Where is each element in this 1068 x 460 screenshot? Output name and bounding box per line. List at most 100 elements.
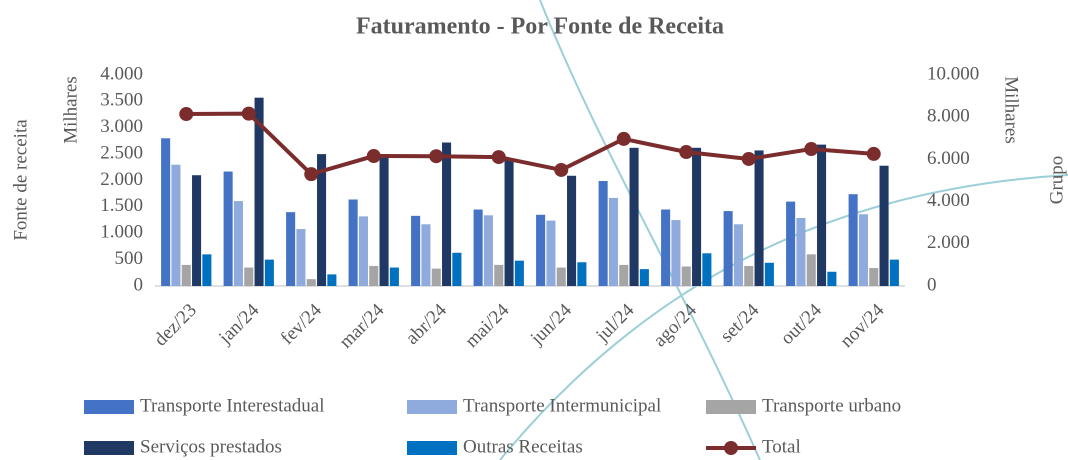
y-tick-label: 3.000 <box>100 116 143 137</box>
x-tick-label: dez/23 <box>150 300 201 351</box>
bar <box>442 142 452 286</box>
x-tick-label: nov/24 <box>836 299 889 352</box>
line-marker <box>866 146 881 161</box>
bar <box>556 267 566 286</box>
line-marker <box>679 145 694 160</box>
line-marker <box>429 149 444 164</box>
y2-axis-unit: Milhares <box>1001 76 1022 144</box>
legend-swatch <box>84 441 134 455</box>
bar <box>744 265 754 286</box>
y2-axis-label: Grupo <box>1046 156 1067 205</box>
legend-label: Serviços prestados <box>140 436 282 457</box>
y-tick-label: 0 <box>134 274 144 295</box>
bar <box>671 220 681 286</box>
y2-tick-label: 4.000 <box>927 190 970 211</box>
bar <box>494 264 504 286</box>
bar <box>306 279 316 286</box>
bar <box>702 253 712 286</box>
line-marker <box>741 151 756 166</box>
bar <box>192 175 202 286</box>
bar <box>233 201 243 286</box>
bar <box>254 97 264 287</box>
bar <box>723 211 733 286</box>
y-tick-label: 3.500 <box>100 90 143 111</box>
legend-label: Transporte Intermunicipal <box>463 395 661 416</box>
y2-tick-label: 0 <box>927 274 937 295</box>
bar <box>786 201 796 286</box>
bar <box>889 259 899 286</box>
decor-curve <box>499 174 1068 460</box>
bar <box>577 262 587 286</box>
bar <box>796 217 806 286</box>
bar <box>411 215 421 286</box>
bar <box>806 254 816 286</box>
bar <box>317 154 327 286</box>
bar <box>546 220 556 286</box>
bar <box>431 268 441 286</box>
x-tick-label: abr/24 <box>402 299 452 349</box>
x-tick-label: mai/24 <box>461 299 514 352</box>
bar <box>681 266 691 286</box>
bar <box>369 265 379 286</box>
bar <box>661 209 671 286</box>
bar <box>817 144 827 286</box>
line-marker <box>491 150 506 165</box>
bar <box>452 252 462 286</box>
y-tick-label: 4.000 <box>100 63 143 84</box>
x-tick-label: ago/24 <box>649 299 701 351</box>
x-tick-label: fev/24 <box>277 299 327 349</box>
y2-tick-label: 8.000 <box>927 106 970 127</box>
bar <box>869 268 879 286</box>
x-tick-label: set/24 <box>716 299 763 346</box>
legend-label: Transporte urbano <box>762 395 901 416</box>
bar <box>348 199 358 286</box>
legend-label: Total <box>762 436 801 457</box>
bar <box>848 194 858 286</box>
bar <box>161 138 171 286</box>
line-marker <box>304 167 319 182</box>
y2-tick-label: 10.000 <box>927 63 979 84</box>
bar <box>629 147 639 286</box>
bar <box>764 262 774 286</box>
bar <box>223 171 233 286</box>
bar <box>421 224 431 286</box>
legend-label: Transporte Interestadual <box>140 395 325 416</box>
x-tick-label: jan/24 <box>214 299 263 348</box>
line-marker <box>241 106 256 121</box>
y-tick-label: 1.000 <box>100 222 143 243</box>
bar <box>692 147 702 286</box>
y-tick-label: 2.500 <box>100 142 143 163</box>
y-tick-label: 500 <box>115 248 144 269</box>
y-tick-label: 2.000 <box>100 169 143 190</box>
bar <box>327 274 337 286</box>
bar <box>171 164 181 286</box>
bar <box>264 259 274 286</box>
bar <box>619 264 629 286</box>
bar <box>639 269 649 286</box>
bar <box>567 175 577 286</box>
chart-title: Faturamento - Por Fonte de Receita <box>356 14 724 40</box>
line-marker <box>366 149 381 164</box>
legend-swatch <box>407 400 457 414</box>
bar <box>504 159 514 286</box>
bar <box>608 197 618 286</box>
y2-tick-label: 2.000 <box>927 232 970 253</box>
decor-curve <box>539 0 761 460</box>
bar <box>296 229 306 286</box>
line-marker <box>804 142 819 157</box>
bar <box>286 212 296 286</box>
legend-swatch <box>84 400 134 414</box>
y-tick-label: 1.500 <box>100 195 143 216</box>
line-marker <box>616 131 631 146</box>
bar <box>379 156 389 286</box>
x-tick-label: jul/24 <box>591 299 638 346</box>
y-axis-label: Fonte de receita <box>10 119 31 241</box>
bar <box>879 165 889 286</box>
y2-tick-label: 6.000 <box>927 148 970 169</box>
bar <box>483 215 493 286</box>
bar <box>244 267 254 286</box>
line-marker <box>554 162 569 177</box>
bar <box>733 224 743 286</box>
bar <box>754 150 764 286</box>
